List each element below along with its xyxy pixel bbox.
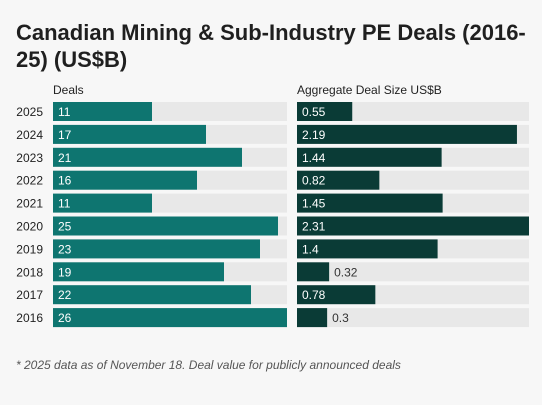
year-label: 2018 xyxy=(16,265,43,279)
year-label: 2023 xyxy=(16,151,43,165)
deals-panel-title: Deals xyxy=(53,83,84,97)
deals-value-label: 17 xyxy=(58,128,72,142)
deals-value-label: 11 xyxy=(58,105,71,119)
deals-bar xyxy=(53,102,152,121)
deal-size-bar xyxy=(297,239,438,259)
deal-size-bar xyxy=(297,102,353,121)
footnote: * 2025 data as of November 18. Deal valu… xyxy=(16,358,401,372)
deal-size-track xyxy=(297,102,529,121)
deal-size-bar xyxy=(297,262,330,282)
deal-size-value-label: 1.45 xyxy=(302,197,326,211)
deals-value-label: 22 xyxy=(58,288,72,302)
deals-bar xyxy=(53,124,206,144)
deal-size-value-label: 0.82 xyxy=(302,174,326,188)
deals-bar xyxy=(53,170,197,190)
deal-size-value-label: 0.55 xyxy=(302,105,326,119)
deal-size-value-label: 0.3 xyxy=(332,311,349,325)
deal-size-value-label: 2.31 xyxy=(302,220,326,234)
deals-value-label: 11 xyxy=(58,197,71,211)
year-label: 2016 xyxy=(16,311,43,325)
year-label: 2021 xyxy=(16,197,43,211)
deals-bar xyxy=(53,285,251,305)
deal-size-panel-title: Aggregate Deal Size US$B xyxy=(297,83,442,97)
deals-bar xyxy=(53,239,260,259)
year-label: 2017 xyxy=(16,288,43,302)
year-label: 2019 xyxy=(16,242,43,256)
deal-size-bar xyxy=(297,285,376,305)
year-label: 2022 xyxy=(16,174,43,188)
deals-value-label: 23 xyxy=(58,242,72,256)
deals-bar xyxy=(53,193,152,213)
chart-title: Canadian Mining & Sub-Industry PE Deals … xyxy=(16,20,526,72)
year-label: 2025 xyxy=(16,105,43,119)
deal-size-value-label: 1.4 xyxy=(302,242,319,256)
deal-size-bar xyxy=(297,147,442,167)
deal-size-value-label: 1.44 xyxy=(302,151,326,165)
deal-size-value-label: 2.19 xyxy=(302,128,326,142)
deal-size-bar xyxy=(297,124,517,144)
deal-size-track xyxy=(297,308,529,328)
deals-value-label: 19 xyxy=(58,265,72,279)
deals-bar xyxy=(53,216,278,236)
deal-size-bar xyxy=(297,170,380,190)
deal-size-bar xyxy=(297,216,529,236)
year-label: 2020 xyxy=(16,220,43,234)
deal-size-value-label: 0.78 xyxy=(302,288,326,302)
deal-size-track xyxy=(297,262,529,282)
deal-size-bar xyxy=(297,193,443,213)
deals-bar xyxy=(53,147,242,167)
deals-value-label: 21 xyxy=(58,151,72,165)
deals-value-label: 16 xyxy=(58,174,72,188)
deals-bar xyxy=(53,308,287,328)
deal-size-value-label: 0.32 xyxy=(334,265,358,279)
deals-value-label: 25 xyxy=(58,220,72,234)
deals-bar xyxy=(53,262,224,282)
deals-value-label: 26 xyxy=(58,311,72,325)
year-label: 2024 xyxy=(16,128,43,142)
deal-size-bar xyxy=(297,308,328,328)
